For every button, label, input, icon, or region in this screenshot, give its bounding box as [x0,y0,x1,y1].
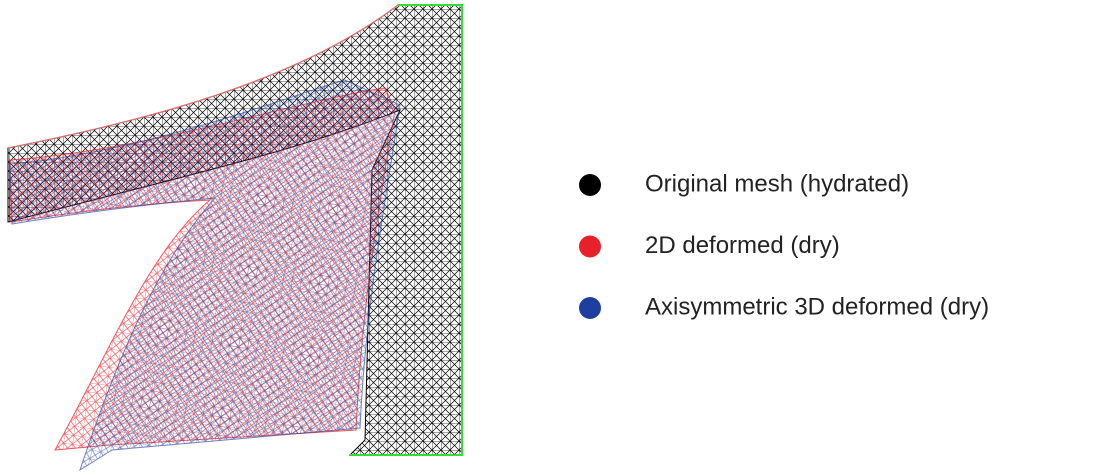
legend-marker [579,174,601,196]
page: {"legend": [ {"label": "Original mesh (h… [0,0,1119,475]
mesh-diagram [8,5,462,470]
legend: Original mesh (hydrated) 2D deformed (dry… [579,170,989,320]
legend-marker [579,297,601,319]
legend-label: Original mesh (hydrated) [645,170,909,197]
legend-label: Axisymmetric 3D deformed (dry) [645,293,989,320]
figure: Original mesh (hydrated) 2D deformed (dry… [0,0,1119,475]
legend-marker [579,236,601,258]
legend-label: 2D deformed (dry) [645,232,840,259]
